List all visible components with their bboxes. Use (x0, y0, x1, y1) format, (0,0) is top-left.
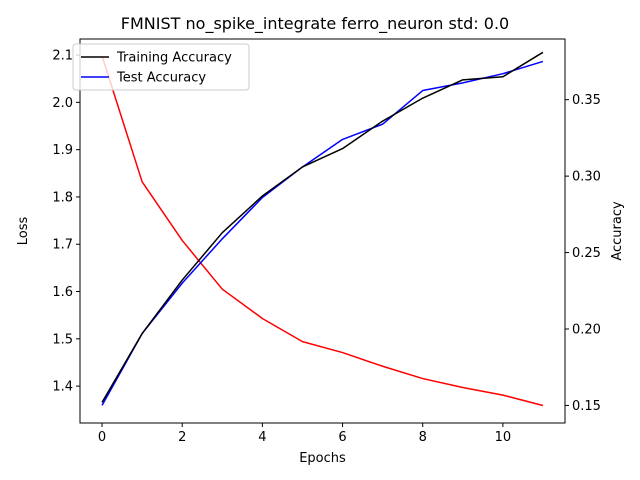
y-right-axis-ticks: 0.15 0.20 0.25 0.30 0.35 (565, 93, 601, 414)
y-left-tick-label: 1.6 (52, 285, 73, 300)
y-right-tick-label: 0.25 (572, 246, 601, 261)
series-lines (101, 51, 544, 407)
training-accuracy-line (101, 51, 544, 403)
chart-title: FMNIST no_spike_integrate ferro_neuron s… (121, 14, 509, 34)
y-left-tick-label: 2.0 (52, 96, 73, 111)
test-accuracy-line (101, 60, 544, 406)
x-tick-label: 2 (178, 430, 186, 445)
x-axis-ticks: 0 2 4 6 8 10 (98, 423, 511, 445)
x-tick-label: 6 (338, 430, 346, 445)
x-tick-label: 0 (98, 430, 106, 445)
y-left-tick-label: 1.7 (52, 238, 73, 253)
x-tick-label: 10 (495, 430, 512, 445)
y-left-tick-label: 1.9 (52, 143, 73, 158)
x-axis-label: Epochs (299, 451, 346, 466)
x-tick-label: 4 (258, 430, 266, 445)
y-left-tick-label: 2.1 (52, 49, 73, 64)
y-right-tick-label: 0.20 (572, 322, 601, 337)
y-right-tick-label: 0.35 (572, 93, 601, 108)
loss-line (101, 55, 544, 407)
y-left-axis-ticks: 1.4 1.5 1.6 1.7 1.8 1.9 2.0 2.1 (52, 49, 80, 395)
legend-entry: Training Accuracy (116, 51, 232, 66)
y-right-tick-label: 0.15 (572, 399, 601, 414)
plot-area-frame (79, 38, 566, 424)
legend: Training Accuracy Test Accuracy (72, 43, 250, 91)
x-tick-label: 8 (419, 430, 427, 445)
y-left-tick-label: 1.4 (52, 380, 73, 395)
y-right-axis-label: Accuracy (610, 201, 625, 261)
y-right-tick-label: 0.30 (572, 170, 601, 185)
y-left-tick-label: 1.8 (52, 190, 73, 205)
legend-entry: Test Accuracy (116, 71, 206, 86)
y-left-axis-label: Loss (16, 217, 31, 246)
y-left-tick-label: 1.5 (52, 332, 73, 347)
legend-box (72, 43, 250, 91)
